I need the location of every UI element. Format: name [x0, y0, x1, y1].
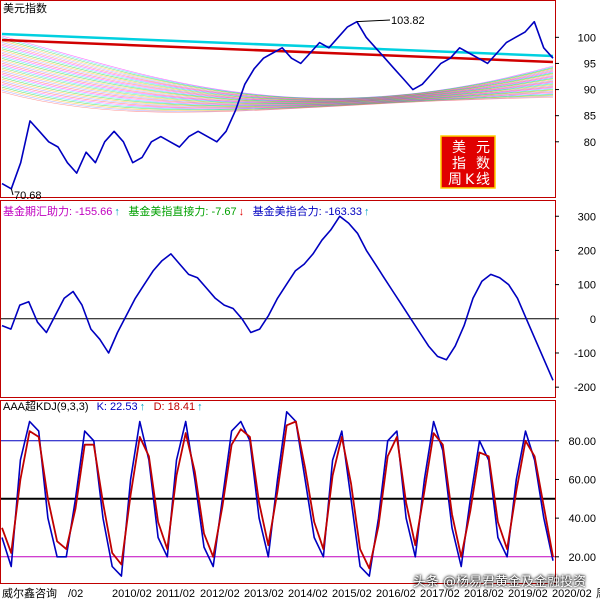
ma-ribbon-line: [1, 48, 554, 101]
ma-ribbon-line: [1, 46, 554, 101]
panel-frame-kdj: [0, 400, 556, 584]
x-axis-label: 2011/02: [156, 588, 195, 600]
legend-entry: 基金美指合力: -163.33: [253, 204, 362, 218]
ma-ribbon-line: [1, 82, 554, 109]
ma-ribbon-line: [1, 86, 554, 111]
ma-ribbon-line: [1, 37, 554, 99]
legend-arrow: ↓: [239, 206, 245, 218]
ma-ribbon-line: [1, 80, 554, 108]
panel-frame-force: [0, 200, 556, 398]
ma-ribbon-line: [1, 38, 554, 99]
y-tick-label: -100: [574, 348, 596, 360]
watermark: 头条 @杨易君黄金及金融投资: [412, 575, 586, 590]
badge-char-5: 周: [448, 172, 462, 188]
ma-ribbon-line: [1, 54, 554, 102]
ma-ribbon-line: [1, 77, 554, 107]
long-ma-cyan: [1, 32, 554, 58]
y-tick-label: 60.00: [568, 474, 596, 486]
badge-char-1: 美: [452, 140, 466, 156]
badge-char-7: 线: [476, 172, 490, 188]
y-tick-label: 80: [584, 137, 596, 149]
y-tick-label: 0: [590, 314, 596, 326]
legend-entry: AAA超KDJ(9,3,3): [3, 399, 89, 413]
y-tick-label: 80.00: [568, 436, 596, 448]
ma-ribbon-line: [1, 43, 554, 100]
x-axis-label: 2018/02: [464, 588, 504, 600]
low-annotation: 70.68: [14, 190, 42, 202]
ma-ribbon-line: [1, 56, 554, 102]
x-axis-label: 2012/02: [200, 588, 240, 600]
price-series-line: [1, 20, 554, 190]
y-tick-label: 95: [584, 58, 596, 70]
y-tick-label: 100: [578, 32, 596, 44]
y-tick-label: 300: [578, 211, 596, 223]
badge-char-3: 指: [452, 156, 466, 172]
badge-char-2: 元: [476, 140, 490, 156]
ma-ribbon-line: [1, 85, 554, 110]
ma-ribbon-line: [1, 58, 554, 103]
ma-ribbon-line: [1, 45, 554, 100]
y-tick-label: 40.00: [568, 513, 596, 525]
x-axis-label: 2019/02: [508, 588, 548, 600]
panel-frame-price: [0, 0, 556, 198]
badge-char-6: K: [465, 172, 475, 188]
series-layer: [1, 19, 554, 577]
x-axis-label: 2020/02: [552, 588, 592, 600]
x-axis-labels: /02 2010/02 2011/02 2012/02 2013/02 2014/02 20…: [68, 586, 600, 600]
x-axis-label: /02: [68, 588, 83, 600]
y-tick-label: -200: [574, 382, 596, 394]
badge-char-4: 数: [476, 156, 490, 172]
price-title: 美元指数: [3, 1, 47, 15]
legend-arrow: ↑: [364, 206, 370, 218]
ma-ribbon-line: [1, 42, 554, 100]
ma-ribbon-line: [1, 88, 554, 111]
badge-box: [440, 135, 496, 189]
ma-ribbon-line: [1, 75, 554, 107]
x-axis-label: 2010/02: [112, 588, 152, 600]
x-axis-label: 2017/02: [420, 588, 460, 600]
y-tick-label: 20.00: [568, 552, 596, 564]
y-tick-label: 90: [584, 85, 596, 97]
ma-ribbon-line: [1, 40, 554, 100]
y-tick-label: 200: [578, 245, 596, 257]
legend-entry: 基金期汇助力: -155.66: [3, 204, 112, 218]
kdj-d-line: [1, 420, 554, 570]
force-legend: 基金期汇助力: -155.66 ↑ 基金美指直接力: -7.67 ↓ 基金美指合力: -…: [3, 204, 370, 218]
y-tick-label: 85: [584, 111, 596, 123]
footer-source: 威尔鑫咨询: [2, 586, 57, 600]
legend-entry: D: 18.41: [154, 401, 196, 413]
force-series-line: [1, 215, 554, 381]
ma-ribbon-line: [1, 53, 554, 102]
ma-ribbon-line: [1, 51, 554, 101]
ma-ribbon-line: [1, 35, 554, 99]
reference-lines: [1, 318, 555, 558]
low-connector: [10, 188, 14, 196]
x-axis-label: 2013/02: [244, 588, 284, 600]
x-axis-label: 2014/02: [288, 588, 328, 600]
ma-ribbon-line: [1, 90, 554, 112]
legend-arrow: ↑: [140, 401, 146, 413]
y-tick-label: 100: [578, 280, 596, 292]
y-tick-labels: 80 85 90 95 100 -200 -100 0 100 200 300 20.00 40.00 6…: [555, 32, 596, 564]
kdj-legend: AAA超KDJ(9,3,3) K: 22.53 ↑ D: 18.41 ↑: [3, 399, 203, 413]
chart-badge: 美 元 指 数 周 K 线: [440, 135, 496, 189]
x-axis-label: 周线: [596, 586, 600, 600]
legend-entry: K: 22.53: [97, 401, 138, 413]
x-axis-label: 2016/02: [376, 588, 416, 600]
kdj-k-line: [1, 410, 554, 577]
ma-ribbon-line: [1, 78, 554, 108]
ma-ribbon-line: [1, 91, 554, 113]
high-annotation: 103.82: [391, 15, 425, 27]
ma-ribbon-line: [1, 83, 554, 109]
legend-arrow: ↑: [114, 206, 120, 218]
ma-ribbon-line: [1, 59, 554, 103]
x-axis-label: 2015/02: [332, 588, 372, 600]
ma-ribbon-line: [1, 50, 554, 101]
high-connector: [356, 19, 391, 23]
legend-arrow: ↑: [197, 401, 203, 413]
legend-entry: 基金美指直接力: -7.67: [128, 204, 236, 218]
